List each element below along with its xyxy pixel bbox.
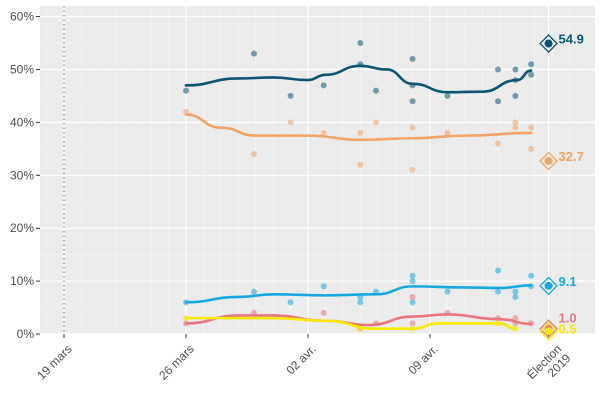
- trend-line-dark-blue: [184, 64, 533, 94]
- poll-point-orange: [357, 161, 364, 168]
- trend-line-red: [184, 313, 533, 327]
- poll-point-light-blue: [528, 272, 535, 279]
- plot-panel: [40, 6, 595, 334]
- poll-point-dark-blue: [444, 92, 451, 99]
- poll-point-red: [409, 320, 416, 327]
- trend-line-orange: [184, 113, 533, 142]
- poll-point-orange: [357, 129, 364, 136]
- result-diamond-red: [539, 319, 558, 339]
- poll-point-orange: [512, 119, 519, 126]
- x-tick-label: Élection2019: [524, 341, 574, 391]
- poll-point-light-blue: [320, 283, 327, 290]
- x-tick-label: 26 mars: [156, 342, 197, 383]
- poll-point-orange: [495, 140, 502, 147]
- poll-point-dark-blue: [512, 66, 519, 73]
- poll-point-light-blue: [409, 272, 416, 279]
- poll-point-dark-blue: [409, 98, 416, 105]
- poll-point-dark-blue: [250, 50, 257, 57]
- x-tick-label-line: 19 mars: [34, 342, 75, 383]
- y-tick-label: 60%: [10, 10, 34, 24]
- result-diamond-light-blue: [539, 276, 558, 296]
- poll-point-red: [320, 309, 327, 316]
- result-label-orange: 32.7: [559, 149, 584, 164]
- poll-point-light-blue: [495, 288, 502, 295]
- x-tick-label: 19 mars: [34, 342, 75, 383]
- x-tick-label: 02 avr.: [283, 342, 318, 377]
- poll-point-light-blue: [444, 288, 451, 295]
- poll-point-light-blue: [287, 299, 294, 306]
- x-tick-label: 09 avr.: [405, 342, 440, 377]
- poll-point-light-blue: [250, 288, 257, 295]
- y-tick-label: 40%: [10, 115, 34, 129]
- result-marker-dark-blue: [544, 39, 553, 48]
- result-label-light-blue: 9.1: [559, 274, 577, 289]
- poll-point-dark-blue: [287, 92, 294, 99]
- poll-point-orange: [287, 119, 294, 126]
- poll-point-orange: [409, 167, 416, 173]
- poll-point-orange: [512, 124, 519, 131]
- result-label-dark-blue: 54.9: [559, 32, 584, 47]
- poll-point-dark-blue: [320, 82, 327, 89]
- trend-line-light-blue: [184, 284, 533, 304]
- poll-point-orange: [409, 124, 416, 131]
- poll-point-dark-blue: [357, 40, 364, 47]
- poll-point-dark-blue: [528, 61, 535, 68]
- x-tick-label-line: 02 avr.: [283, 342, 318, 377]
- poll-point-orange: [372, 119, 379, 126]
- y-tick-label: 0%: [17, 327, 35, 341]
- poll-point-dark-blue: [183, 87, 190, 94]
- poll-point-orange: [320, 129, 327, 136]
- poll-point-light-blue: [512, 288, 519, 295]
- poll-point-dark-blue: [495, 98, 502, 105]
- poll-point-dark-blue: [409, 55, 416, 62]
- y-tick-label: 20%: [10, 221, 34, 235]
- result-marker-yellow: [544, 327, 553, 336]
- poll-point-light-blue: [512, 293, 519, 300]
- poll-point-orange: [528, 145, 535, 152]
- result-label-red: 1.0: [559, 311, 577, 326]
- x-tick-label-line: 26 mars: [156, 342, 197, 383]
- poll-point-dark-blue: [512, 92, 519, 99]
- result-marker-light-blue: [544, 281, 553, 290]
- trend-line-yellow: [184, 316, 517, 331]
- poll-point-light-blue: [409, 278, 416, 285]
- poll-point-red: [512, 315, 519, 322]
- poll-point-orange: [250, 151, 257, 158]
- poll-point-orange: [444, 129, 451, 136]
- y-tick-label: 10%: [10, 274, 34, 288]
- poll-point-dark-blue: [495, 66, 502, 73]
- poll-point-light-blue: [495, 267, 502, 274]
- poll-point-light-blue: [357, 299, 364, 306]
- result-label-yellow: 0.5: [559, 321, 577, 336]
- poll-point-red: [409, 293, 416, 300]
- y-tick-label: 50%: [10, 62, 34, 76]
- result-diamond-orange: [539, 151, 558, 171]
- poll-point-light-blue: [409, 299, 416, 306]
- poll-point-dark-blue: [372, 87, 379, 94]
- y-tick-label: 30%: [10, 168, 34, 182]
- poll-point-dark-blue: [528, 71, 535, 78]
- result-diamond-dark-blue: [539, 34, 558, 53]
- x-tick-label-line: 09 avr.: [405, 342, 440, 377]
- result-diamond-yellow: [539, 321, 558, 341]
- poll-point-orange: [528, 124, 535, 131]
- result-marker-orange: [544, 157, 553, 166]
